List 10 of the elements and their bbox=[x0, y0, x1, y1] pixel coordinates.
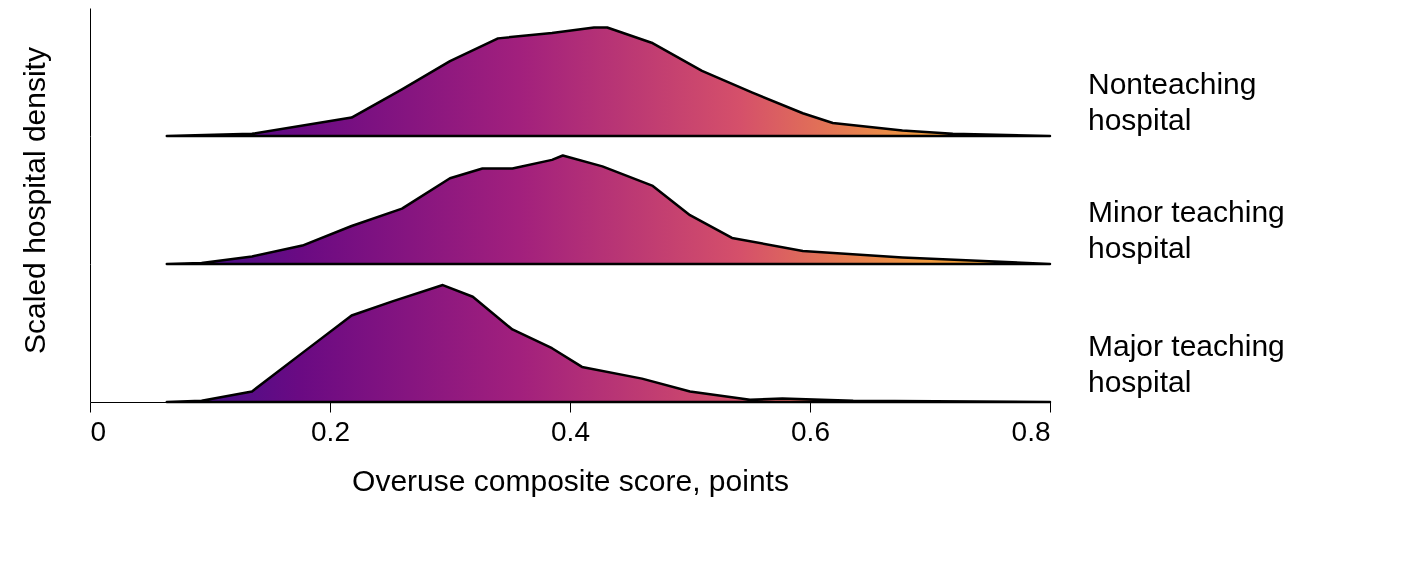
x-tick-label: 0.4 bbox=[551, 415, 590, 447]
x-tick-label: 0 bbox=[90, 415, 107, 447]
series-label: Nonteaching hospital bbox=[1088, 66, 1257, 136]
series-label: Minor teaching hospital bbox=[1088, 194, 1285, 264]
x-axis-title: Overuse composite score, points bbox=[352, 463, 789, 497]
x-tick-label: 0.8 bbox=[1011, 415, 1051, 447]
y-axis-title: Scaled hospital density bbox=[17, 47, 51, 354]
x-tick-label: 0.2 bbox=[311, 415, 350, 447]
x-tick-label: 0.6 bbox=[791, 415, 830, 447]
series-label: Major teaching hospital bbox=[1088, 328, 1285, 398]
